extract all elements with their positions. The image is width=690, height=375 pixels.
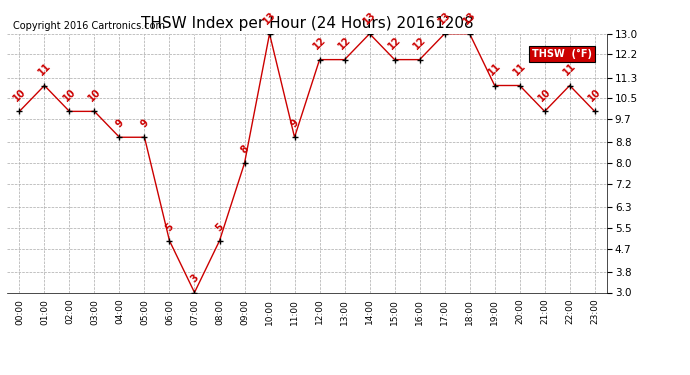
- Text: 12: 12: [311, 35, 328, 52]
- Text: 11: 11: [486, 61, 503, 78]
- Text: 12: 12: [336, 35, 353, 52]
- Text: 8: 8: [239, 143, 250, 155]
- Text: 9: 9: [114, 118, 126, 129]
- Text: 13: 13: [462, 9, 478, 26]
- Text: 3: 3: [188, 273, 200, 285]
- Text: 10: 10: [86, 87, 103, 104]
- Text: 9: 9: [288, 118, 300, 129]
- Text: 13: 13: [262, 9, 278, 26]
- Text: 10: 10: [536, 87, 553, 104]
- Text: 11: 11: [511, 61, 528, 78]
- Text: 11: 11: [36, 61, 52, 78]
- Text: 10: 10: [61, 87, 78, 104]
- Text: 5: 5: [164, 221, 175, 233]
- Title: THSW Index per Hour (24 Hours) 20161208: THSW Index per Hour (24 Hours) 20161208: [141, 16, 473, 31]
- Text: 9: 9: [139, 118, 150, 129]
- Text: 5: 5: [214, 221, 226, 233]
- Text: 10: 10: [586, 87, 603, 104]
- Text: THSW  (°F): THSW (°F): [532, 50, 592, 60]
- Text: 13: 13: [362, 9, 378, 26]
- Text: 12: 12: [386, 35, 403, 52]
- Text: Copyright 2016 Cartronics.com: Copyright 2016 Cartronics.com: [13, 21, 165, 31]
- Text: 13: 13: [436, 9, 453, 26]
- Text: 10: 10: [11, 87, 28, 104]
- Text: 11: 11: [562, 61, 578, 78]
- Text: 12: 12: [411, 35, 428, 52]
